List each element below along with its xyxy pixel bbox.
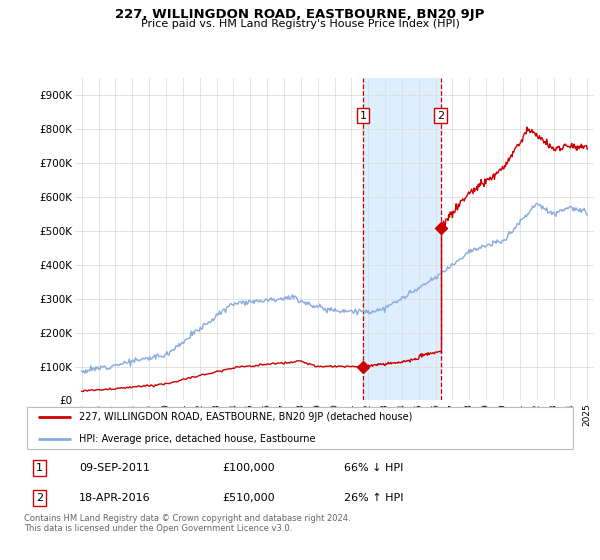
Text: £510,000: £510,000: [223, 493, 275, 503]
Text: 2: 2: [36, 493, 43, 503]
Text: 1: 1: [359, 111, 367, 121]
Text: 26% ↑ HPI: 26% ↑ HPI: [344, 493, 404, 503]
Text: 18-APR-2016: 18-APR-2016: [79, 493, 151, 503]
Text: Price paid vs. HM Land Registry's House Price Index (HPI): Price paid vs. HM Land Registry's House …: [140, 19, 460, 29]
Text: Contains HM Land Registry data © Crown copyright and database right 2024.
This d: Contains HM Land Registry data © Crown c…: [24, 514, 350, 534]
Bar: [363, 78, 440, 400]
Text: 227, WILLINGDON ROAD, EASTBOURNE, BN20 9JP: 227, WILLINGDON ROAD, EASTBOURNE, BN20 9…: [115, 8, 485, 21]
Text: £100,000: £100,000: [223, 463, 275, 473]
FancyBboxPatch shape: [27, 407, 573, 449]
Text: 227, WILLINGDON ROAD, EASTBOURNE, BN20 9JP (detached house): 227, WILLINGDON ROAD, EASTBOURNE, BN20 9…: [79, 412, 413, 422]
Text: 09-SEP-2011: 09-SEP-2011: [79, 463, 150, 473]
Text: 2: 2: [437, 111, 444, 121]
Text: HPI: Average price, detached house, Eastbourne: HPI: Average price, detached house, East…: [79, 434, 316, 444]
Text: 1: 1: [36, 463, 43, 473]
Text: 66% ↓ HPI: 66% ↓ HPI: [344, 463, 404, 473]
